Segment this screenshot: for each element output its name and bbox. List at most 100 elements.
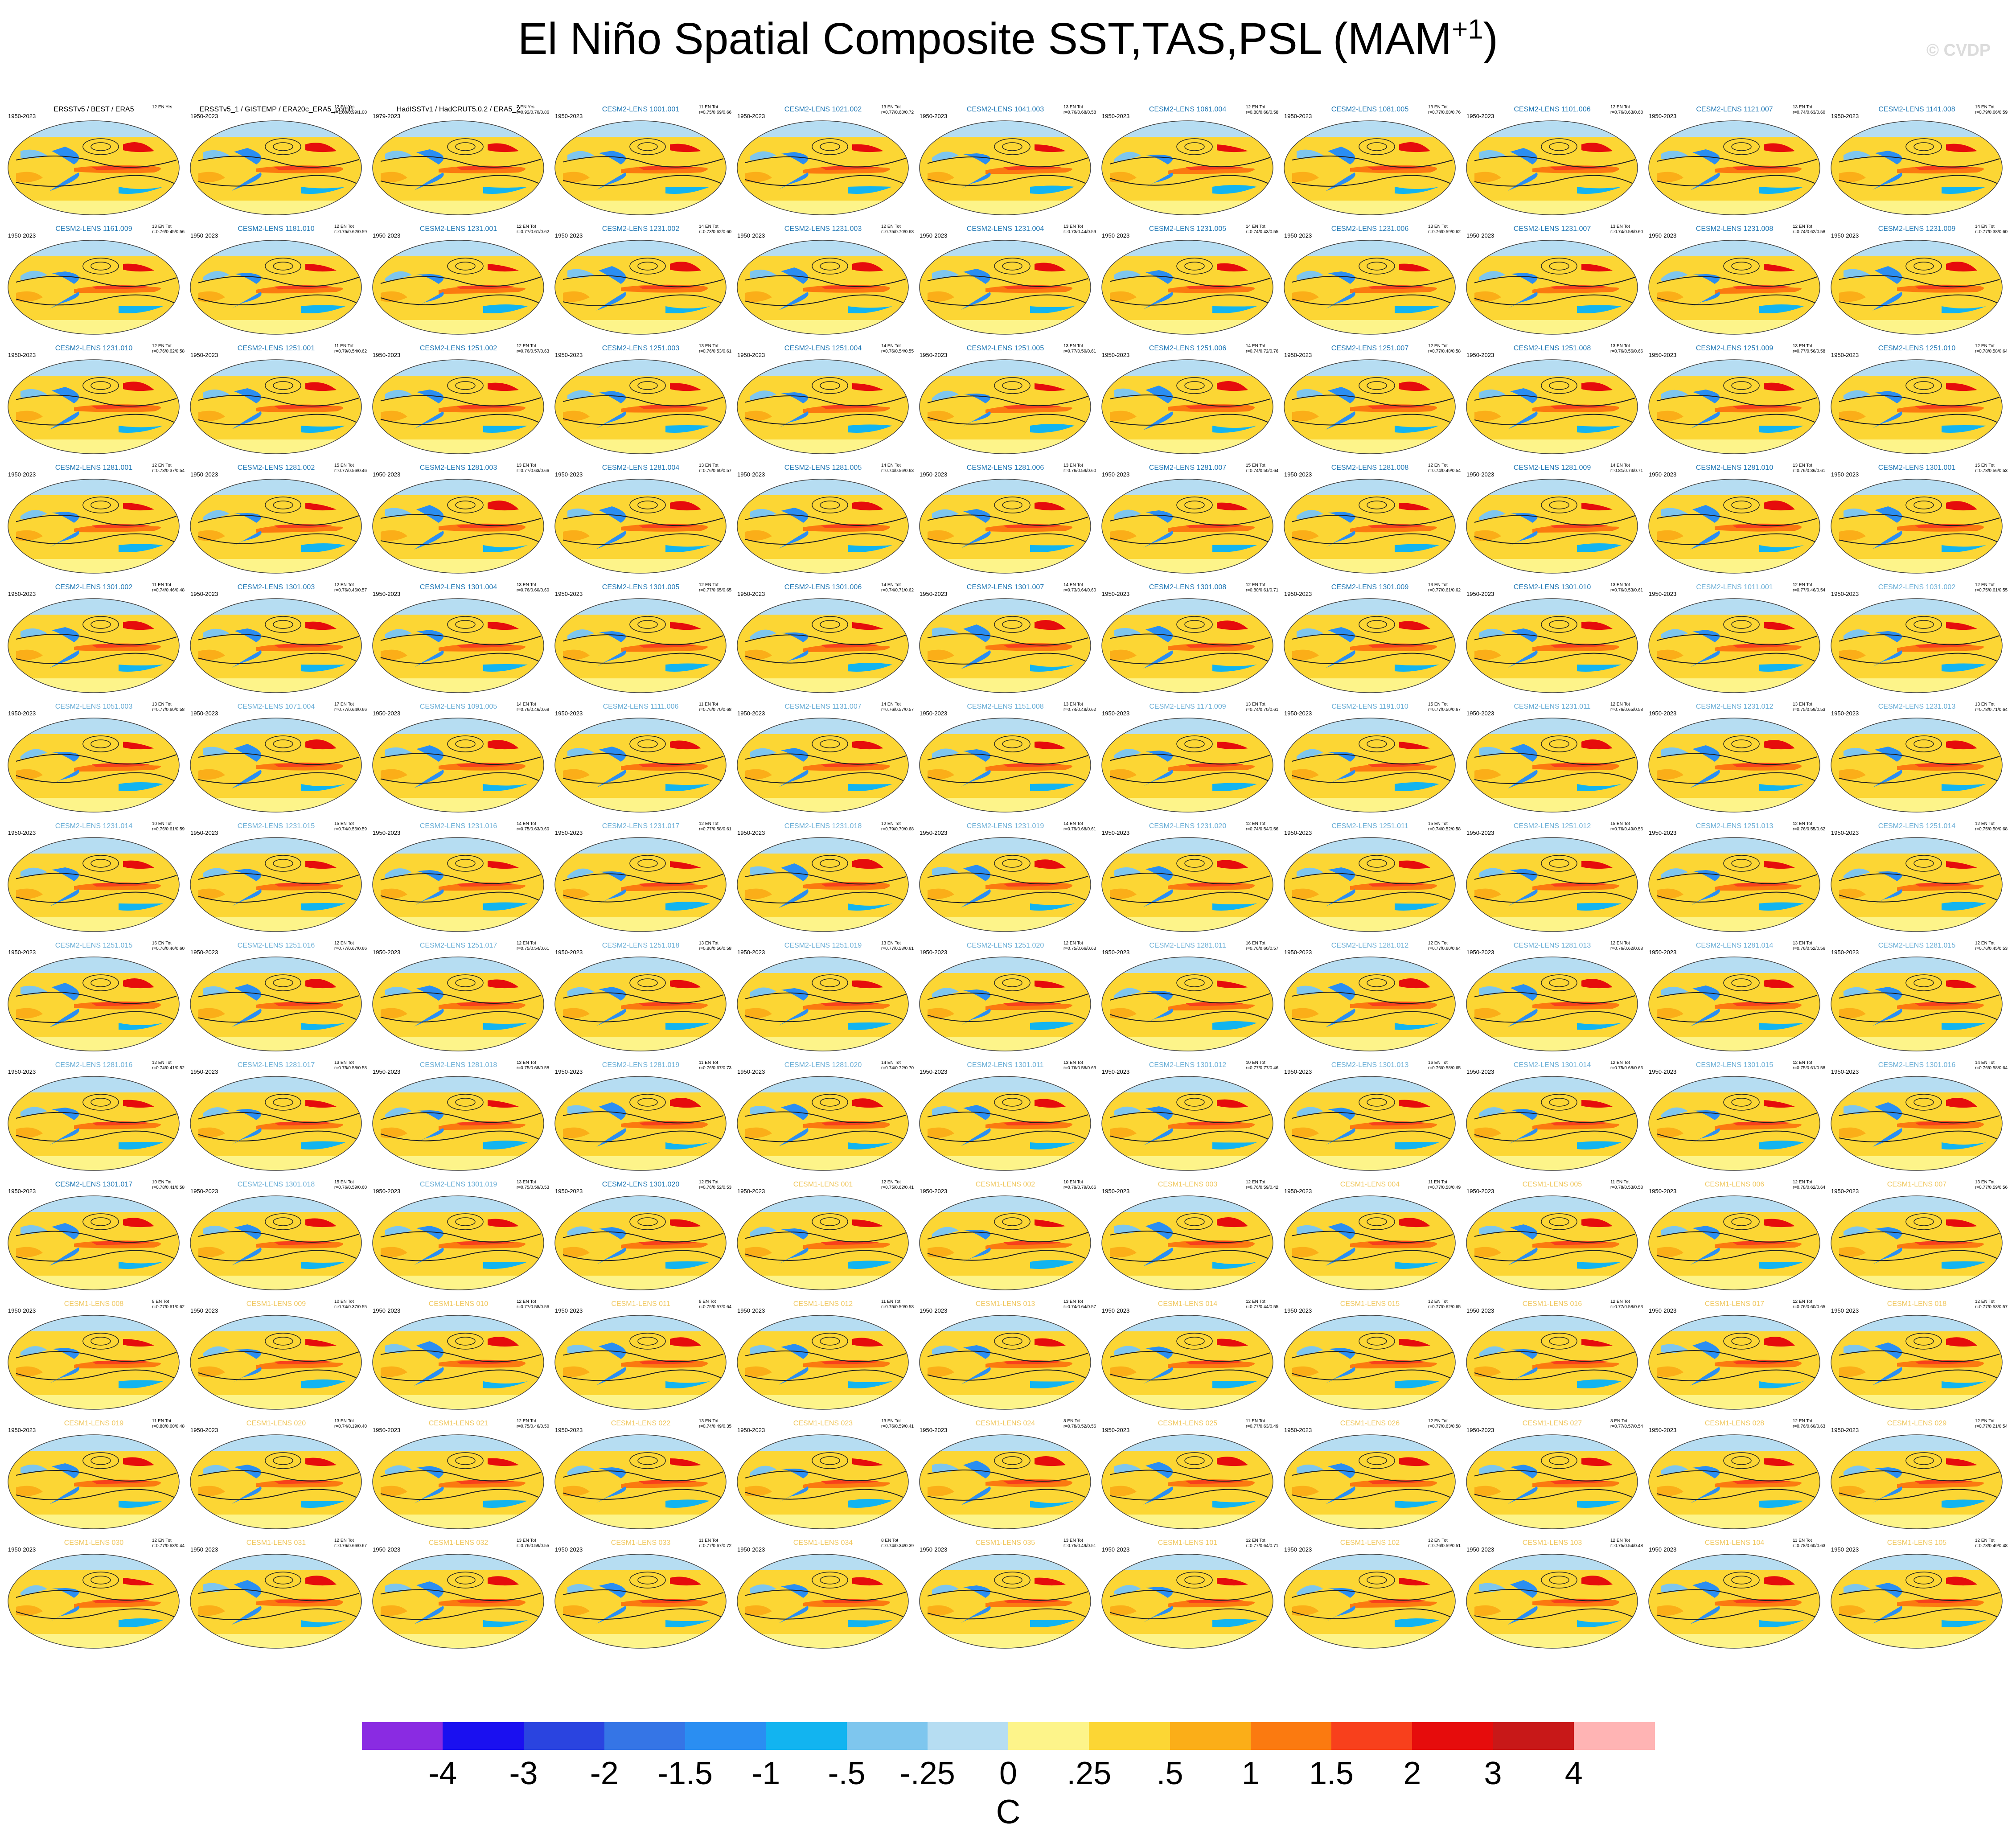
panel-pattern-correlation: r=0.76/0.53/0.61	[1610, 588, 1643, 593]
map-panel: CESM2-LENS 1031.002 1950-2023 12 EN Tot r=0…	[1827, 583, 2008, 699]
map-panel: CESM2-LENS 1231.016 1950-2023 14 EN Tot r=0…	[368, 821, 549, 938]
panel-pattern-correlation: r=0.77/0.58/0.49	[1428, 1185, 1461, 1190]
panel-event-count: 14 EN Tot	[881, 344, 901, 349]
panel-pattern-correlation: r=0.76/0.45/0.53	[1975, 946, 2008, 951]
composite-map	[1831, 718, 2003, 813]
panel-pattern-correlation: r=0.77/0.46/0.54	[1793, 588, 1826, 593]
panel-pattern-correlation: r=0.76/0.59/0.62	[1428, 230, 1461, 234]
panel-stats: 14 EN Tot r=0.76/0.57/0.57	[881, 702, 914, 713]
panel-title: CESM2-LENS 1251.004	[784, 345, 862, 352]
panel-event-count: 14 EN Tot	[1063, 821, 1083, 826]
map-panel: CESM2-LENS 1231.006 1950-2023 13 EN Tot r=0…	[1280, 224, 1461, 341]
panel-years: 1950-2023	[373, 591, 401, 597]
panel-stats: 15 EN Tot r=0.77/0.50/0.67	[1428, 702, 1461, 713]
composite-map	[554, 120, 727, 215]
panel-years: 1950-2023	[1831, 829, 1859, 836]
panel-years: 1979-2023	[373, 113, 401, 119]
panel-pattern-correlation: r=0.79/0.66/0.59	[1975, 110, 2008, 115]
panel-pattern-correlation: r=0.81/0.73/0.71	[1610, 468, 1643, 473]
map-panel: CESM2-LENS 1231.017 1950-2023 12 EN Tot r=0…	[550, 821, 731, 938]
composite-map	[737, 598, 909, 693]
composite-map	[8, 1434, 180, 1529]
panel-stats: 12 EN Tot r=0.76/0.60/0.65	[1793, 1299, 1825, 1310]
panel-pattern-correlation: r=0.75/0.49/0.51	[1063, 1544, 1096, 1548]
panel-years: 1950-2023	[190, 113, 218, 119]
panel-years: 1950-2023	[1466, 710, 1495, 717]
panel-years: 1950-2023	[1284, 591, 1312, 597]
panel-event-count: 12 EN Tot	[1975, 1538, 1995, 1543]
panel-title: CESM1-LENS 019	[64, 1420, 124, 1427]
panel-title: CESM2-LENS 1281.001	[55, 464, 133, 472]
panel-title: CESM2-LENS 1041.003	[966, 106, 1044, 113]
panel-stats: 12 EN Tot r=0.76/0.66/0.67	[334, 1538, 367, 1549]
panel-pattern-correlation: r=0.75/0.61/0.58	[1793, 1066, 1826, 1071]
panel-title: ERSSTv5_1 / GISTEMP / ERA20c_ERA5_comb	[199, 106, 353, 113]
map-panel: CESM1-LENS 009 1950-2023 10 EN Tot r=0.74/0…	[186, 1299, 367, 1416]
panel-pattern-correlation: r=0.74/0.43/0.55	[1246, 230, 1279, 234]
panel-title: CESM1-LENS 007	[1887, 1181, 1947, 1188]
panel-event-count: 12 EN Tot	[1975, 1419, 1995, 1424]
panel-pattern-correlation: r=0.74/0.54/0.56	[1246, 827, 1279, 832]
panel-title: CESM1-LENS 027	[1522, 1420, 1582, 1427]
panel-pattern-correlation: r=0.73/0.44/0.59	[1063, 230, 1096, 234]
panel-years: 1950-2023	[1284, 1188, 1312, 1195]
panel-years: 1950-2023	[1649, 113, 1677, 119]
map-panel: ERSSTv5_1 / GISTEMP / ERA20c_ERA5_comb 19…	[186, 105, 367, 222]
composite-map	[1284, 718, 1456, 813]
panel-event-count: 14 EN Tot	[517, 702, 536, 707]
panel-event-count: 11 EN Tot	[699, 105, 718, 110]
panel-pattern-correlation: r=0.77/0.63/0.44	[152, 1544, 185, 1548]
panel-title: CESM2-LENS 1281.002	[237, 464, 315, 472]
composite-map	[190, 240, 362, 335]
panel-title: CESM1-LENS 031	[246, 1539, 306, 1547]
panel-title: CESM1-LENS 030	[64, 1539, 124, 1547]
map-panel: CESM1-LENS 002 1950-2023 10 EN Tot r=0.79/0…	[915, 1180, 1096, 1297]
composite-map	[190, 479, 362, 574]
panel-years: 1950-2023	[190, 1068, 218, 1075]
panel-stats: 12 EN Tot r=0.80/0.61/0.71	[1246, 583, 1278, 593]
panel-years: 1950-2023	[1102, 1307, 1130, 1314]
panel-event-count: 12 EN Tot	[152, 463, 172, 468]
panel-event-count: 13 EN Tot	[1063, 1060, 1083, 1065]
panel-stats: 12 EN Tot r=0.76/0.45/0.53	[1975, 941, 2008, 952]
panel-event-count: 12 EN Tot	[1975, 583, 1995, 587]
panel-stats: 14 EN Tot r=0.73/0.62/0.60	[699, 224, 731, 235]
panel-pattern-correlation: r=0.77/0.58/0.61	[699, 827, 732, 832]
composite-map	[1284, 120, 1456, 215]
map-panel: CESM2-LENS 1301.009 1950-2023 13 EN Tot r=0…	[1280, 583, 1461, 699]
panel-title: CESM2-LENS 1251.011	[1331, 822, 1408, 830]
panel-pattern-correlation: r=0.79/0.79/0.66	[1063, 1185, 1096, 1190]
composite-map	[737, 120, 909, 215]
panel-pattern-correlation: r=0.76/0.60/0.57	[699, 468, 732, 473]
panel-stats: 15 EN Tot r=0.76/0.49/0.56	[1610, 821, 1643, 832]
chart-title: El Niño Spatial Composite SST,TAS,PSL (M…	[0, 13, 2016, 65]
colorbar-segment	[1493, 1722, 1574, 1750]
panel-title: CESM2-LENS 1121.007	[1696, 106, 1773, 113]
panel-years: 1950-2023	[1102, 591, 1130, 597]
panel-stats: 12 EN Tot r=0.74/0.49/0.54	[1428, 463, 1461, 474]
panel-event-count: 12 EN Tot	[699, 1180, 719, 1185]
panel-stats: 12 EN Tot r=0.76/0.57/0.63	[517, 344, 549, 354]
composite-map	[8, 718, 180, 813]
map-panel: HadISSTv1 / HadCRUT5.0.2 / ERA5_2 1979-20…	[368, 105, 549, 222]
panel-stats: 11 EN Tot r=0.75/0.50/0.58	[881, 1299, 914, 1310]
composite-map	[554, 1434, 727, 1529]
panel-event-count: 11 EN Tot	[1246, 1419, 1265, 1424]
panel-years: 1950-2023	[1831, 1307, 1859, 1314]
map-panel: CESM2-LENS 1251.013 1950-2023 12 EN Tot r=0…	[1644, 821, 1825, 938]
map-panel: CESM1-LENS 003 1950-2023 12 EN Tot r=0.76/0…	[1097, 1180, 1278, 1297]
panel-years: 1950-2023	[1102, 829, 1130, 836]
map-panel: CESM1-LENS 033 1950-2023 11 EN Tot r=0.77/0…	[550, 1538, 731, 1655]
panel-years: 1950-2023	[737, 1427, 765, 1433]
panel-pattern-correlation: r=0.76/0.49/0.56	[1610, 827, 1643, 832]
composite-map	[8, 359, 180, 454]
panel-pattern-correlation: r=0.76/0.56/0.66	[1610, 349, 1643, 354]
panel-pattern-correlation: r=0.77/0.63/0.66	[517, 468, 550, 473]
panel-event-count: 10 EN Tot	[152, 821, 172, 826]
panel-pattern-correlation: r=0.75/0.46/0.50	[517, 1424, 550, 1429]
panel-stats: 12 EN Tot r=0.80/0.68/0.58	[1246, 105, 1278, 115]
panel-stats: 13 EN Tot r=0.76/0.59/0.55	[517, 1538, 549, 1549]
panel-event-count: 14 EN Tot	[1610, 463, 1630, 468]
panel-event-count: 13 EN Tot	[1428, 583, 1448, 587]
panel-pattern-correlation: r=0.77/0.61/0.62	[1428, 588, 1461, 593]
